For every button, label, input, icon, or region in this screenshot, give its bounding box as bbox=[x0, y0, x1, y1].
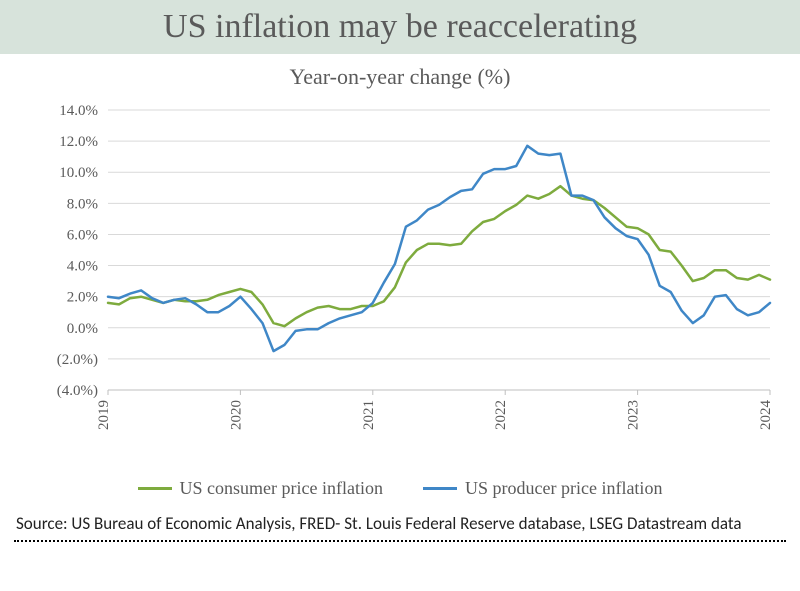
chart-card: US inflation may be reaccelerating Year-… bbox=[0, 0, 800, 591]
svg-text:8.0%: 8.0% bbox=[67, 196, 98, 212]
title-bar: US inflation may be reaccelerating bbox=[0, 0, 800, 54]
svg-text:2019: 2019 bbox=[96, 400, 112, 430]
svg-text:0.0%: 0.0% bbox=[67, 321, 98, 337]
chart-subtitle: Year-on-year change (%) bbox=[0, 64, 800, 90]
line-chart-svg: (4.0%) (2.0%) 0.0% 2.0% 4.0% 6.0% 8.0% 10.0% 12.… bbox=[20, 100, 780, 430]
legend-label-cpi: US consumer price inflation bbox=[180, 478, 383, 499]
legend-swatch-cpi bbox=[138, 487, 172, 490]
chart-title: US inflation may be reaccelerating bbox=[163, 8, 637, 46]
svg-text:2021: 2021 bbox=[361, 400, 377, 430]
legend: US consumer price inflation US producer … bbox=[0, 478, 800, 499]
svg-text:6.0%: 6.0% bbox=[67, 227, 98, 243]
svg-text:4.0%: 4.0% bbox=[67, 259, 98, 275]
svg-text:(4.0%): (4.0%) bbox=[57, 383, 98, 399]
svg-text:2020: 2020 bbox=[228, 400, 244, 430]
chart-area: (4.0%) (2.0%) 0.0% 2.0% 4.0% 6.0% 8.0% 10.0% 12.… bbox=[20, 100, 780, 430]
svg-text:2023: 2023 bbox=[626, 400, 642, 430]
bottom-dotted-rule bbox=[14, 540, 786, 542]
source-note: Source: US Bureau of Economic Analysis, … bbox=[0, 513, 800, 534]
svg-text:12.0%: 12.0% bbox=[59, 134, 98, 150]
svg-text:(2.0%): (2.0%) bbox=[57, 352, 98, 368]
svg-text:2022: 2022 bbox=[493, 400, 509, 430]
svg-text:2024: 2024 bbox=[758, 400, 774, 431]
svg-text:10.0%: 10.0% bbox=[59, 165, 98, 181]
svg-text:2.0%: 2.0% bbox=[67, 290, 98, 306]
svg-text:14.0%: 14.0% bbox=[59, 103, 98, 119]
legend-swatch-ppi bbox=[423, 487, 457, 490]
legend-item-cpi: US consumer price inflation bbox=[138, 478, 383, 499]
legend-label-ppi: US producer price inflation bbox=[465, 478, 662, 499]
legend-item-ppi: US producer price inflation bbox=[423, 478, 662, 499]
